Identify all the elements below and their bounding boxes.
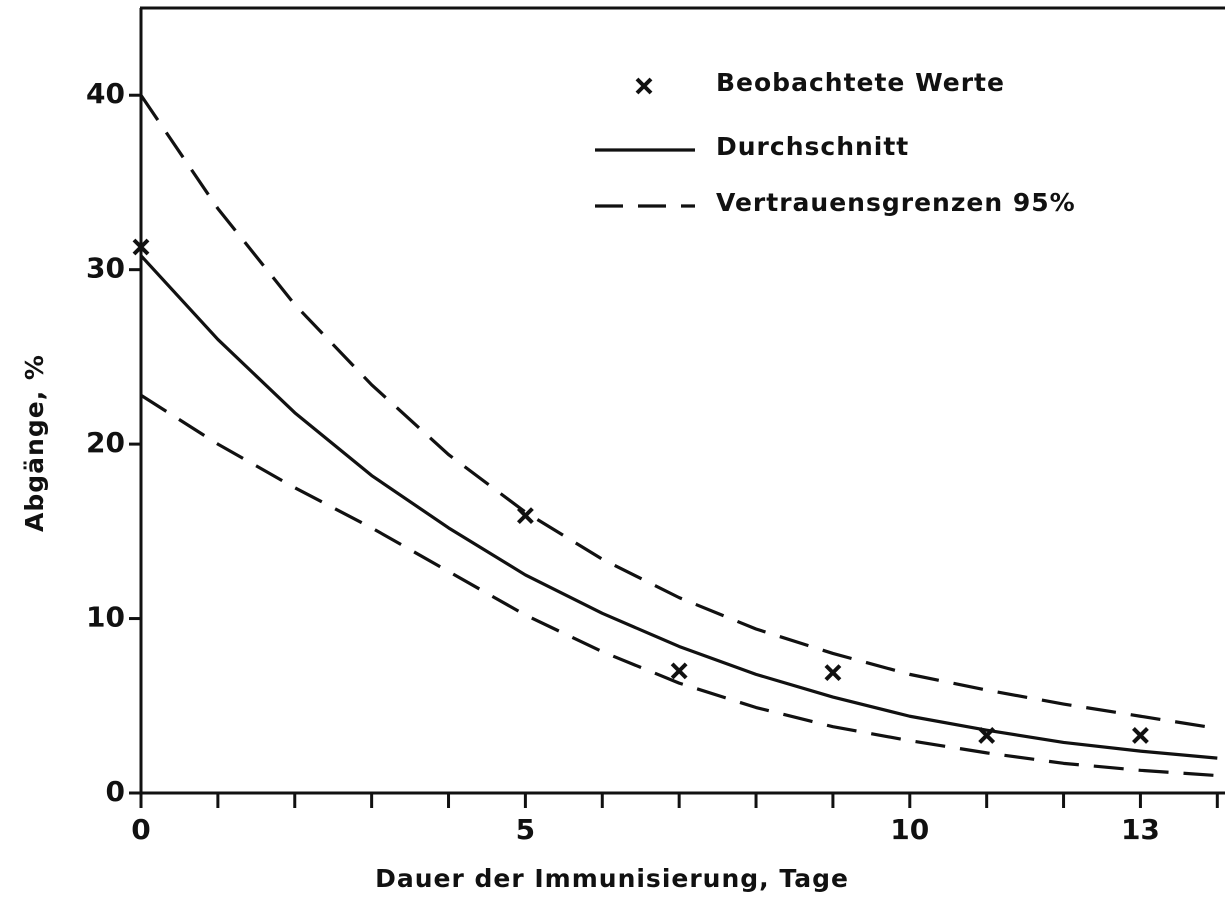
y-tick-label: 40: [86, 77, 125, 110]
observed-point: [516, 507, 534, 525]
y-tick-label: 30: [86, 252, 125, 285]
x-axis-label: Dauer der Immunisierung, Tage: [375, 864, 849, 893]
x-tick-label: 0: [131, 813, 150, 846]
legend-marker: [635, 77, 653, 95]
legend-label: Vertrauensgrenzen 95%: [716, 188, 1076, 217]
observed-point: [1132, 727, 1149, 744]
observed-point: [132, 238, 150, 256]
y-tick-label: 10: [86, 601, 125, 634]
observed-point: [670, 662, 688, 680]
legend-label: Durchschnitt: [716, 132, 909, 161]
lower-limit-line: [140, 393, 1218, 778]
legend-label: Beobachtete Werte: [716, 68, 1005, 97]
y-tick-label: 0: [106, 775, 125, 808]
x-tick-label: 13: [1121, 813, 1160, 846]
observed-point: [824, 664, 842, 682]
y-axis-label: Abgänge, %: [20, 354, 49, 532]
y-tick-label: 20: [86, 426, 125, 459]
mean-line: [139, 254, 1218, 760]
x-tick-label: 10: [890, 813, 929, 846]
upper-limit-line: [139, 94, 1218, 731]
x-tick-label: 5: [516, 813, 535, 846]
